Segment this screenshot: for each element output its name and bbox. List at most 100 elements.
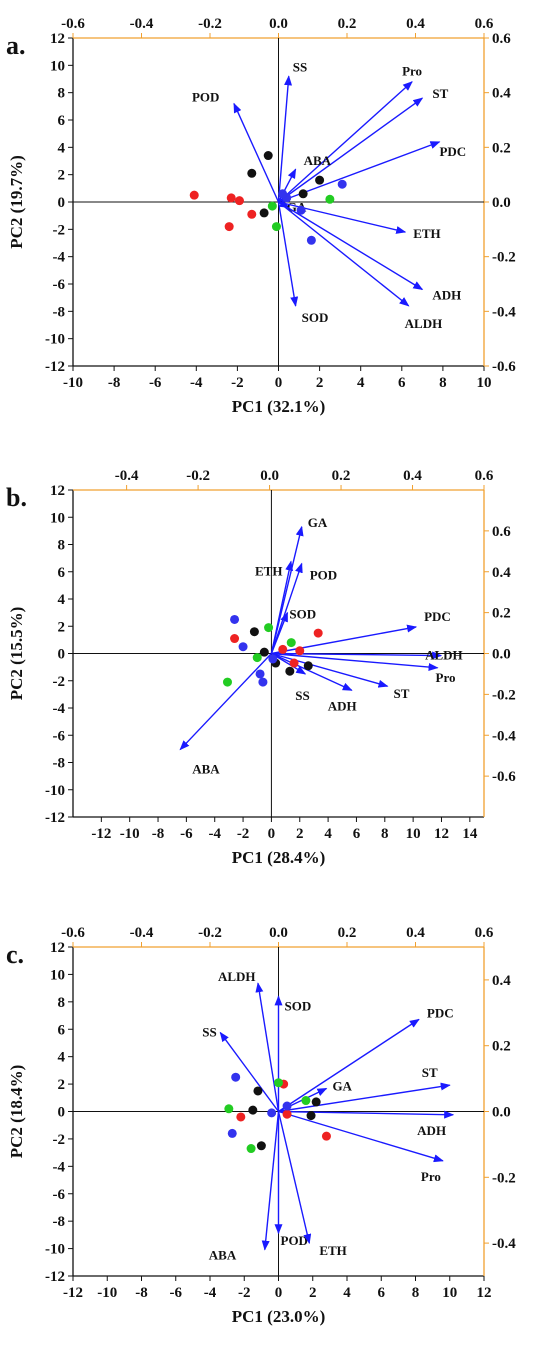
loading-label-st: ST (432, 86, 448, 101)
score-point (267, 201, 277, 211)
right-tick-label: -0.2 (492, 250, 516, 266)
score-point (286, 638, 296, 648)
right-tick-label: -0.2 (492, 1170, 516, 1186)
loading-vector-adh (278, 1110, 455, 1119)
top-tick-label: 0.2 (332, 468, 351, 484)
score-point (256, 1141, 266, 1151)
x-tick-label: 6 (398, 375, 406, 391)
y-tick-label: -2 (53, 222, 66, 238)
loading-label-sod: SOD (285, 998, 312, 1013)
right-tick-label: 0.6 (492, 524, 511, 540)
loading-label-pod: POD (310, 568, 337, 583)
x-tick-label: -8 (108, 375, 121, 391)
loading-vector-st (278, 97, 424, 203)
loading-label-aldh: ALDH (425, 648, 463, 663)
score-point (271, 222, 281, 232)
score-point (258, 677, 268, 687)
score-point (321, 1131, 331, 1141)
loading-vector-aba (179, 653, 272, 751)
loading-label-eth: ETH (319, 1243, 346, 1258)
y-tick-label: 8 (58, 538, 66, 554)
y-tick-label: 8 (58, 86, 66, 102)
x-tick-label: -8 (152, 826, 165, 842)
loading-vector-pro (278, 1110, 444, 1163)
loading-label-aba: ABA (209, 1248, 237, 1263)
right-tick-label: 0.4 (492, 973, 511, 989)
loading-vector-sod (277, 201, 299, 307)
top-tick-label: 0.2 (338, 16, 357, 32)
loading-label-pod: POD (192, 90, 219, 105)
score-point (246, 1144, 256, 1154)
loading-vector-aba (261, 1111, 280, 1251)
loading-label-ss: SS (295, 688, 309, 703)
top-tick-label: 0.4 (406, 925, 425, 941)
right-tick-label: -0.4 (492, 1236, 516, 1252)
score-point (224, 222, 234, 232)
y-tick-label: 12 (50, 483, 65, 499)
score-point (313, 628, 323, 638)
score-point (337, 179, 347, 189)
panel-label: b. (6, 483, 27, 512)
y-tick-label: 0 (58, 1105, 66, 1121)
y-tick-label: 6 (58, 1022, 66, 1038)
y-tick-label: -4 (53, 701, 66, 717)
score-point (278, 644, 288, 654)
right-tick-label: 0.0 (492, 647, 511, 663)
top-tick-label: -0.4 (130, 925, 154, 941)
score-point (249, 627, 259, 637)
loading-label-sod: SOD (289, 607, 316, 622)
x-tick-label: 14 (462, 826, 478, 842)
score-point (255, 669, 265, 679)
loading-label-st: ST (422, 1065, 438, 1080)
top-tick-label: -0.6 (61, 925, 85, 941)
chart-panel-a: -10 -8 -6 -4 -2 0 2 4 6 8 10-12-10-8-6-4-202468101… (6, 16, 516, 416)
loading-label-aba: ABA (304, 153, 332, 168)
loading-vector-pdc (271, 624, 418, 655)
right-tick-label: 0.6 (492, 31, 511, 47)
score-point (226, 193, 236, 203)
loading-label-ga: GA (332, 1078, 352, 1093)
x-tick-label: 8 (381, 826, 389, 842)
loading-vector-adh (271, 652, 353, 691)
top-tick-label: 0.6 (475, 16, 494, 32)
right-tick-label: 0.4 (492, 86, 511, 102)
y-tick-label: 8 (58, 995, 66, 1011)
loading-label-sod: SOD (302, 310, 329, 325)
y-tick-label: -2 (53, 1132, 66, 1148)
loading-vector-st (271, 652, 389, 688)
y-tick-label: 12 (50, 940, 65, 956)
score-point (268, 654, 278, 664)
y-tick-label: -12 (45, 359, 65, 375)
x-tick-label: -2 (231, 375, 244, 391)
x-tick-label: 4 (357, 375, 365, 391)
loading-label-ss: SS (293, 59, 307, 74)
y-tick-label: 0 (58, 195, 66, 211)
score-point (289, 658, 299, 668)
score-point (247, 209, 257, 219)
y-axis-title: PC2 (15.5%) (7, 607, 26, 700)
loading-vector-pod (233, 102, 280, 203)
score-point (230, 614, 240, 624)
loading-label-ss: SS (202, 1025, 216, 1040)
x-tick-label: 10 (477, 375, 492, 391)
loading-label-pro: Pro (421, 1169, 441, 1184)
loading-vector-aldh (255, 982, 280, 1112)
y-tick-label: -10 (45, 332, 65, 348)
loading-vector-adh (278, 201, 424, 291)
y-tick-label: 6 (58, 565, 66, 581)
x-tick-label: -6 (149, 375, 162, 391)
right-tick-label: -0.6 (492, 769, 516, 785)
score-point (315, 175, 325, 185)
score-point (263, 151, 273, 161)
loading-label-pdc: PDC (427, 1005, 454, 1020)
score-point (274, 1078, 283, 1088)
score-point (252, 653, 262, 663)
score-point (259, 647, 269, 657)
top-tick-label: -0.2 (186, 468, 210, 484)
y-tick-label: -10 (45, 1242, 65, 1258)
x-tick-label: 8 (412, 1285, 420, 1301)
x-tick-label: -10 (97, 1285, 117, 1301)
y-tick-label: 4 (58, 140, 66, 156)
